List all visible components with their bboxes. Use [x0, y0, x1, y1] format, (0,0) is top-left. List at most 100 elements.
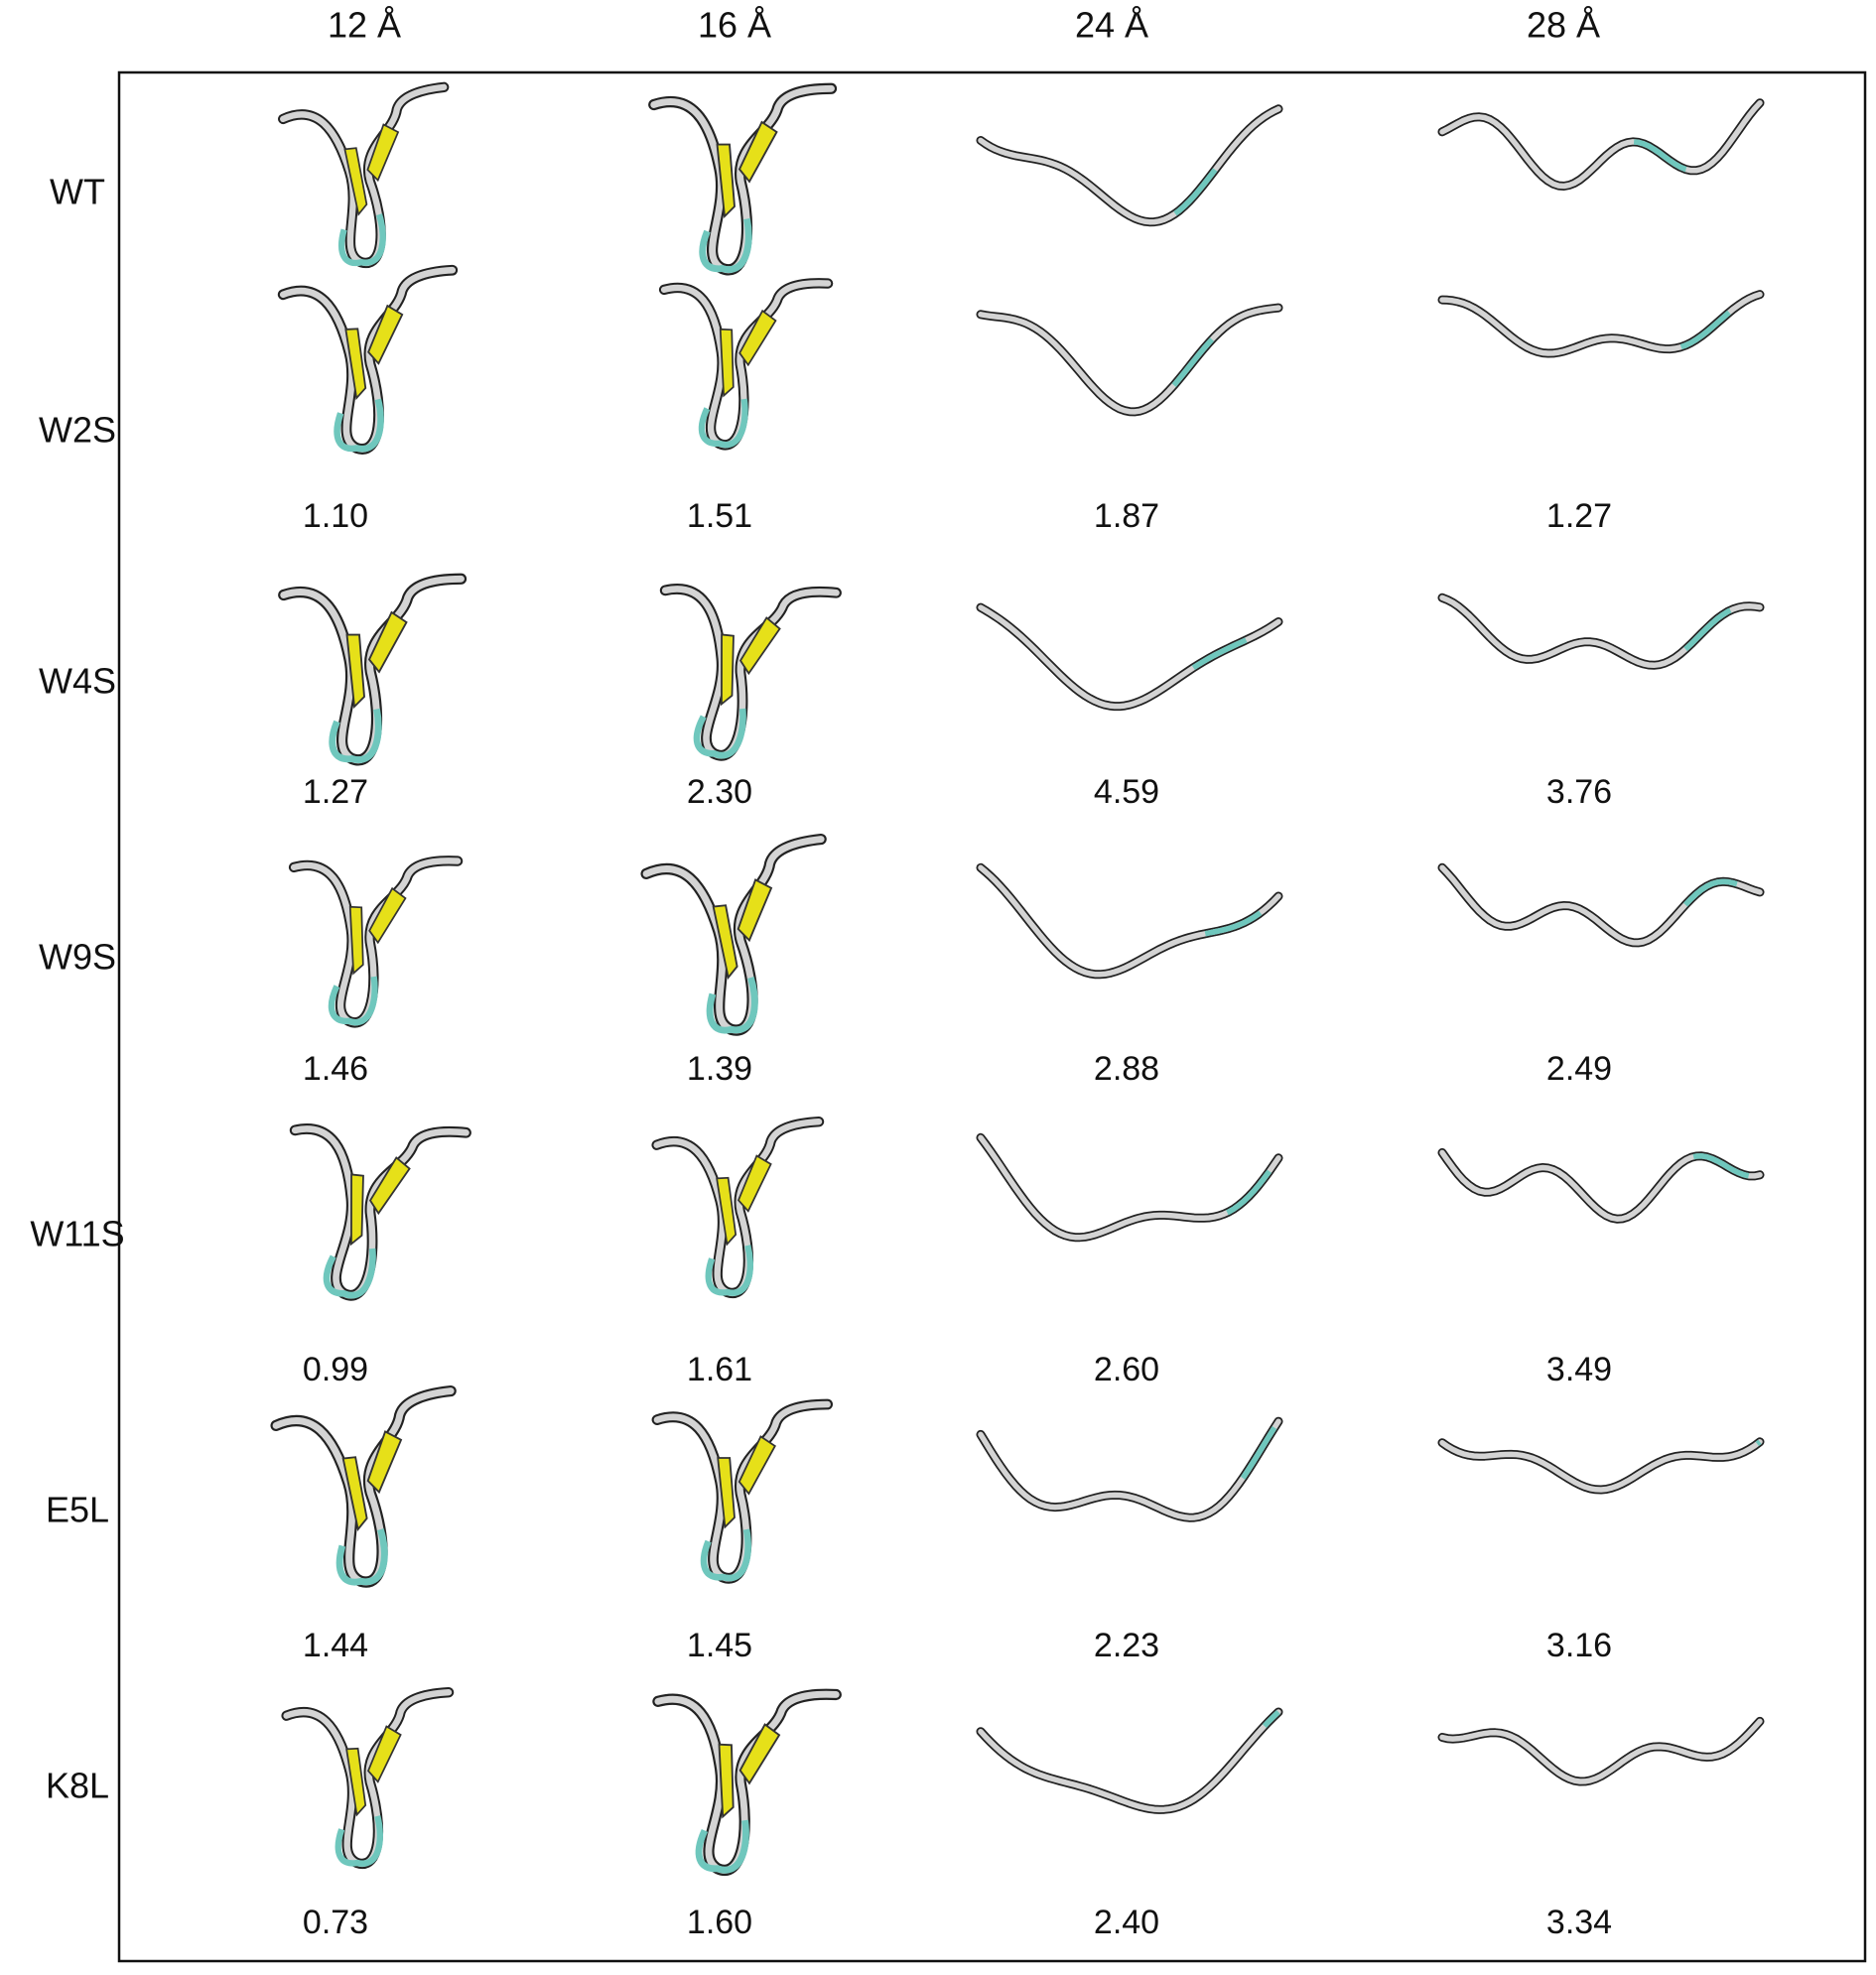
- structure: [1437, 1716, 1765, 1786]
- beta-sheet: [716, 120, 778, 219]
- backbone: [280, 83, 448, 267]
- row-label: E5L: [46, 1490, 109, 1530]
- structure: [1437, 592, 1765, 670]
- loop: [323, 1248, 376, 1299]
- structure: [278, 573, 468, 766]
- loop: [695, 1819, 749, 1874]
- backbone-outline: [1437, 98, 1765, 191]
- beta-sheet: [345, 1725, 402, 1817]
- structure: [976, 303, 1283, 417]
- structure: [976, 1707, 1283, 1814]
- rmsd-value: 2.88: [1094, 1050, 1159, 1088]
- rmsd-value: 3.16: [1546, 1627, 1612, 1664]
- rmsd-value: 0.73: [303, 1904, 368, 1941]
- beta-sheet: [717, 1435, 776, 1529]
- structure: [270, 1384, 457, 1588]
- structure: [1437, 290, 1765, 358]
- column-header: 28 Å: [1527, 5, 1600, 46]
- beta-sheet: [721, 616, 781, 707]
- backbone-outline: [1437, 1437, 1765, 1495]
- backbone-outline: [976, 1416, 1283, 1522]
- loop: [700, 1528, 751, 1582]
- loop: [693, 708, 746, 759]
- structure: [659, 584, 842, 761]
- backbone-outline: [1437, 862, 1765, 948]
- loop: [698, 398, 748, 449]
- structure: [281, 1686, 455, 1870]
- rmsd-value: 2.23: [1094, 1627, 1159, 1664]
- backbone-outline: [1437, 592, 1765, 670]
- structure: [976, 1132, 1283, 1243]
- loop: [337, 213, 386, 267]
- frame: [117, 70, 1867, 1963]
- structure: [648, 82, 838, 276]
- structure: [651, 1116, 825, 1299]
- turn: [1439, 1150, 1761, 1222]
- turn: [978, 1135, 1281, 1241]
- rmsd-value: 1.60: [687, 1904, 752, 1941]
- rmsd-value: 3.49: [1546, 1351, 1612, 1388]
- structure: [277, 264, 459, 455]
- column-header: 16 Å: [698, 5, 771, 46]
- row-label: W11S: [30, 1214, 124, 1254]
- column-header: 12 Å: [328, 5, 401, 46]
- row-label: K8L: [46, 1766, 109, 1806]
- turn: [978, 1419, 1281, 1520]
- loop: [334, 398, 384, 453]
- structure: [1437, 862, 1765, 948]
- backbone-outline: [976, 602, 1283, 712]
- rmsd-value: 3.76: [1546, 773, 1612, 811]
- structure: [976, 104, 1283, 227]
- rmsd-value: 1.10: [303, 497, 368, 535]
- rmsd-value: 2.49: [1546, 1050, 1612, 1088]
- backbone: [272, 1387, 455, 1586]
- beta-sheet: [350, 1156, 411, 1247]
- turn: [979, 106, 1280, 225]
- rmsd-value: 1.39: [687, 1050, 752, 1088]
- backbone: [642, 836, 825, 1034]
- structure: [651, 1398, 834, 1584]
- structure: [1437, 98, 1765, 191]
- loop: [335, 1527, 388, 1586]
- backbone-outline: [976, 862, 1283, 980]
- turn: [1440, 865, 1761, 946]
- rmsd-value: 3.34: [1546, 1904, 1612, 1941]
- beta-sheet: [712, 878, 773, 980]
- beta-sheet: [343, 123, 400, 216]
- backbone: [978, 106, 1281, 225]
- structure: [652, 1688, 842, 1876]
- backbone: [978, 1418, 1281, 1520]
- backbone: [978, 1134, 1281, 1241]
- backbone: [279, 266, 457, 453]
- turn: [979, 604, 1280, 710]
- row-label: W4S: [39, 661, 116, 702]
- turn: [1440, 594, 1761, 669]
- backbone: [1439, 1439, 1763, 1493]
- row-label: WT: [50, 172, 105, 212]
- rmsd-value: 0.99: [303, 1351, 368, 1388]
- row-label: W2S: [39, 410, 116, 451]
- rmsd-value: 1.44: [303, 1627, 368, 1664]
- loop: [706, 976, 758, 1034]
- loop: [699, 217, 752, 273]
- loop: [335, 1815, 383, 1867]
- turn: [1440, 1439, 1762, 1493]
- rmsd-value: 1.27: [303, 773, 368, 811]
- backbone: [1439, 99, 1763, 190]
- structure: [976, 862, 1283, 980]
- loop: [329, 708, 382, 763]
- beta-sheet: [719, 309, 777, 398]
- rmsd-value: 1.46: [303, 1050, 368, 1088]
- backbone-outline: [976, 104, 1283, 227]
- rmsd-value: 2.40: [1094, 1904, 1159, 1941]
- backbone: [978, 1709, 1281, 1813]
- structure: [1437, 1147, 1765, 1224]
- rmsd-value: 2.30: [687, 773, 752, 811]
- structure: [1437, 1437, 1765, 1495]
- backbone: [653, 1119, 823, 1297]
- beta-sheet: [718, 1723, 781, 1819]
- structure: [640, 833, 827, 1036]
- backbone: [1439, 864, 1763, 946]
- beta-sheet: [344, 304, 404, 401]
